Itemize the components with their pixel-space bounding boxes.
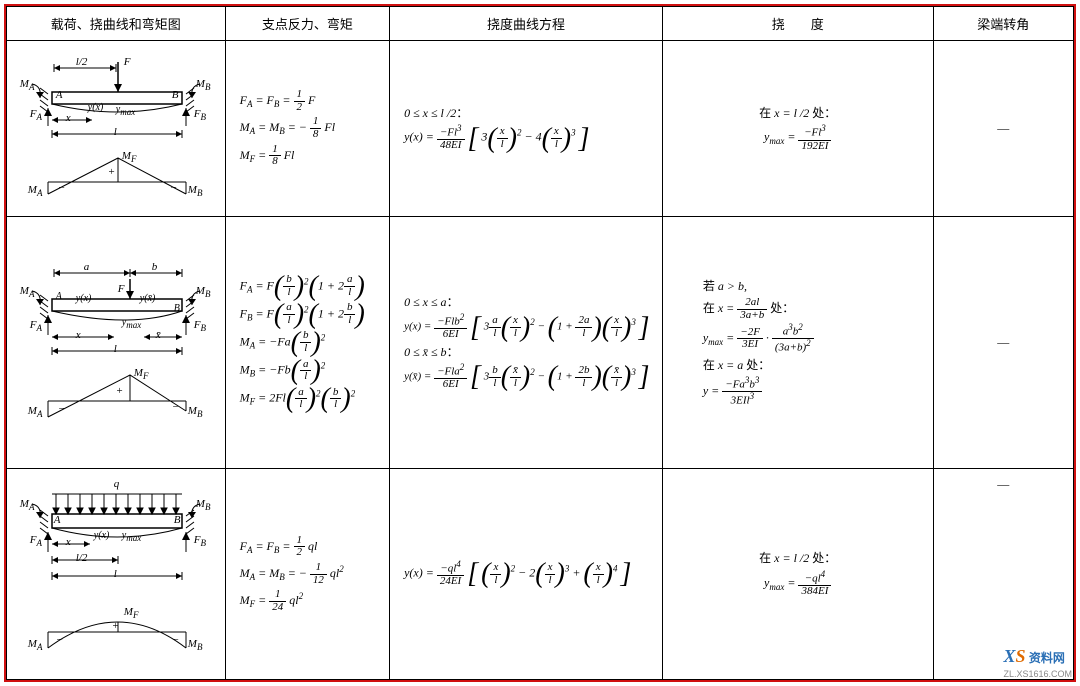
col-header-1: 载荷、挠曲线和弯矩图 [7,7,226,41]
equation-cell-2: 0 ≤ x ≤ a： y(x) = −Flb26EI [ 3al(xl)2 − … [390,217,663,469]
equation-cell-3: y(x) = −ql424EI [ (xl)2 − 2(xl)3 + (xl)4… [390,469,663,680]
watermark-s: S [1015,646,1025,666]
reactions-cell-3: FA = FB = 12 ql MA = MB = − 112 ql2 MF =… [225,469,389,680]
diagram-cell-2: a b MA MB A y(x) F y(x̄) B ymax FA FB x … [7,217,226,469]
diagram-cell-1: l/2 F MA MB A B y(x) ymax FA FB x l MF +… [7,41,226,217]
deflection-cell-1: 在 x = l /2 处： ymax = −Fl3192EI [662,41,933,217]
col-header-2: 支点反力、弯矩 [225,7,389,41]
watermark: XS 资料网 ZL.XS1616.COM [1003,647,1072,680]
outer-frame: 载荷、挠曲线和弯矩图 支点反力、弯矩 挠度曲线方程 挠 度 梁端转角 [4,4,1076,682]
beam-formula-table: 载荷、挠曲线和弯矩图 支点反力、弯矩 挠度曲线方程 挠 度 梁端转角 [6,6,1074,680]
deflection-cell-2: 若 a > b, 在 x = 2al3a+b 处： ymax = −2F3EI … [662,217,933,469]
equation-cell-1: 0 ≤ x ≤ l /2： y(x) = −Fl348EI [ 3(xl)2 −… [390,41,663,217]
reactions-cell-1: FA = FB = 12 F MA = MB = − 18 Fl MF = 18… [225,41,389,217]
row-1: l/2 F MA MB A B y(x) ymax FA FB x l MF +… [7,41,1074,217]
deflection-cell-3: 在 x = l /2 处： ymax = −ql4384EI [662,469,933,680]
rotation-3: — [997,477,1009,491]
watermark-x: X [1003,646,1015,666]
header-row: 载荷、挠曲线和弯矩图 支点反力、弯矩 挠度曲线方程 挠 度 梁端转角 [7,7,1074,41]
row-2: a b MA MB A y(x) F y(x̄) B ymax FA FB x … [7,217,1074,469]
watermark-url: ZL.XS1616.COM [1003,669,1072,679]
diagram-2: a b MA MB A y(x) F y(x̄) B ymax FA FB x … [18,259,214,427]
diagram-cell-3: q MA MB A B y(x) ymax FA FB x l/2 l MF +… [7,469,226,680]
diagram-1: l/2 F MA MB A B y(x) ymax FA FB x l MF +… [18,54,214,204]
row-3: q MA MB A B y(x) ymax FA FB x l/2 l MF +… [7,469,1074,680]
rotation-cell-1: — [933,41,1073,217]
rotation-2: — [997,335,1009,349]
col-header-4: 挠 度 [662,7,933,41]
rotation-1: — [997,121,1009,135]
rotation-cell-2: — [933,217,1073,469]
reactions-cell-2: FA = F(bl)2(1 + 2al) FB = F(al)2(1 + 2bl… [225,217,389,469]
diagram-3: q MA MB A B y(x) ymax FA FB x l/2 l MF +… [18,474,214,674]
col-header-3: 挠度曲线方程 [390,7,663,41]
col-header-5: 梁端转角 [933,7,1073,41]
watermark-text: 资料网 [1029,651,1065,665]
